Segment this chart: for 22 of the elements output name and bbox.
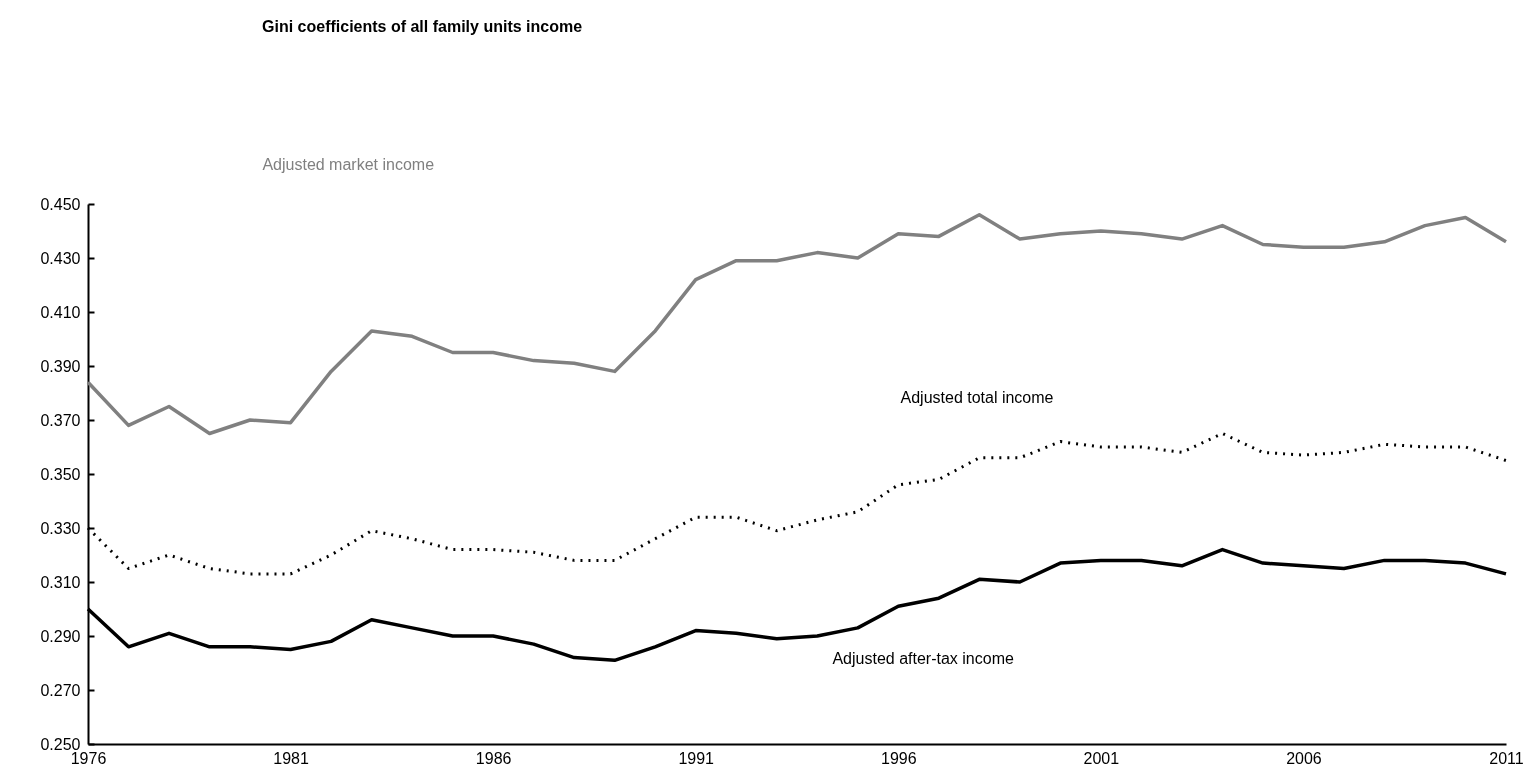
chart-title: Gini coefficients of all family units income xyxy=(262,18,583,35)
y-tick-label: 0.350 xyxy=(40,465,81,483)
x-tick-label: 1991 xyxy=(678,749,715,767)
y-tick-label: 0.270 xyxy=(40,681,81,699)
x-tick-label: 2011 xyxy=(1489,749,1524,767)
y-tick-label: 0.410 xyxy=(40,303,81,321)
x-tick-label: 2006 xyxy=(1286,749,1322,767)
text: Adjusted total income xyxy=(900,389,1054,407)
x-tick-label: 1986 xyxy=(475,749,512,767)
x-tick-label: 1996 xyxy=(880,749,917,767)
y-tick-label: 0.390 xyxy=(40,357,81,375)
x-tick-label: 1981 xyxy=(273,749,309,767)
y-tick-label: 0.310 xyxy=(40,573,81,591)
text: Adjusted market income xyxy=(262,156,435,174)
series-label: Adjusted after-tax income xyxy=(832,650,1014,668)
line-series xyxy=(86,213,1508,436)
y-tick-label: 0.370 xyxy=(40,411,81,429)
x-tick-label: 2001 xyxy=(1083,749,1120,767)
y-tick-label: 0.330 xyxy=(40,519,81,537)
y-tick-label: 0.430 xyxy=(40,249,81,267)
y-tick-label: 0.290 xyxy=(40,627,81,645)
y-tick-label: 0.450 xyxy=(40,195,81,213)
